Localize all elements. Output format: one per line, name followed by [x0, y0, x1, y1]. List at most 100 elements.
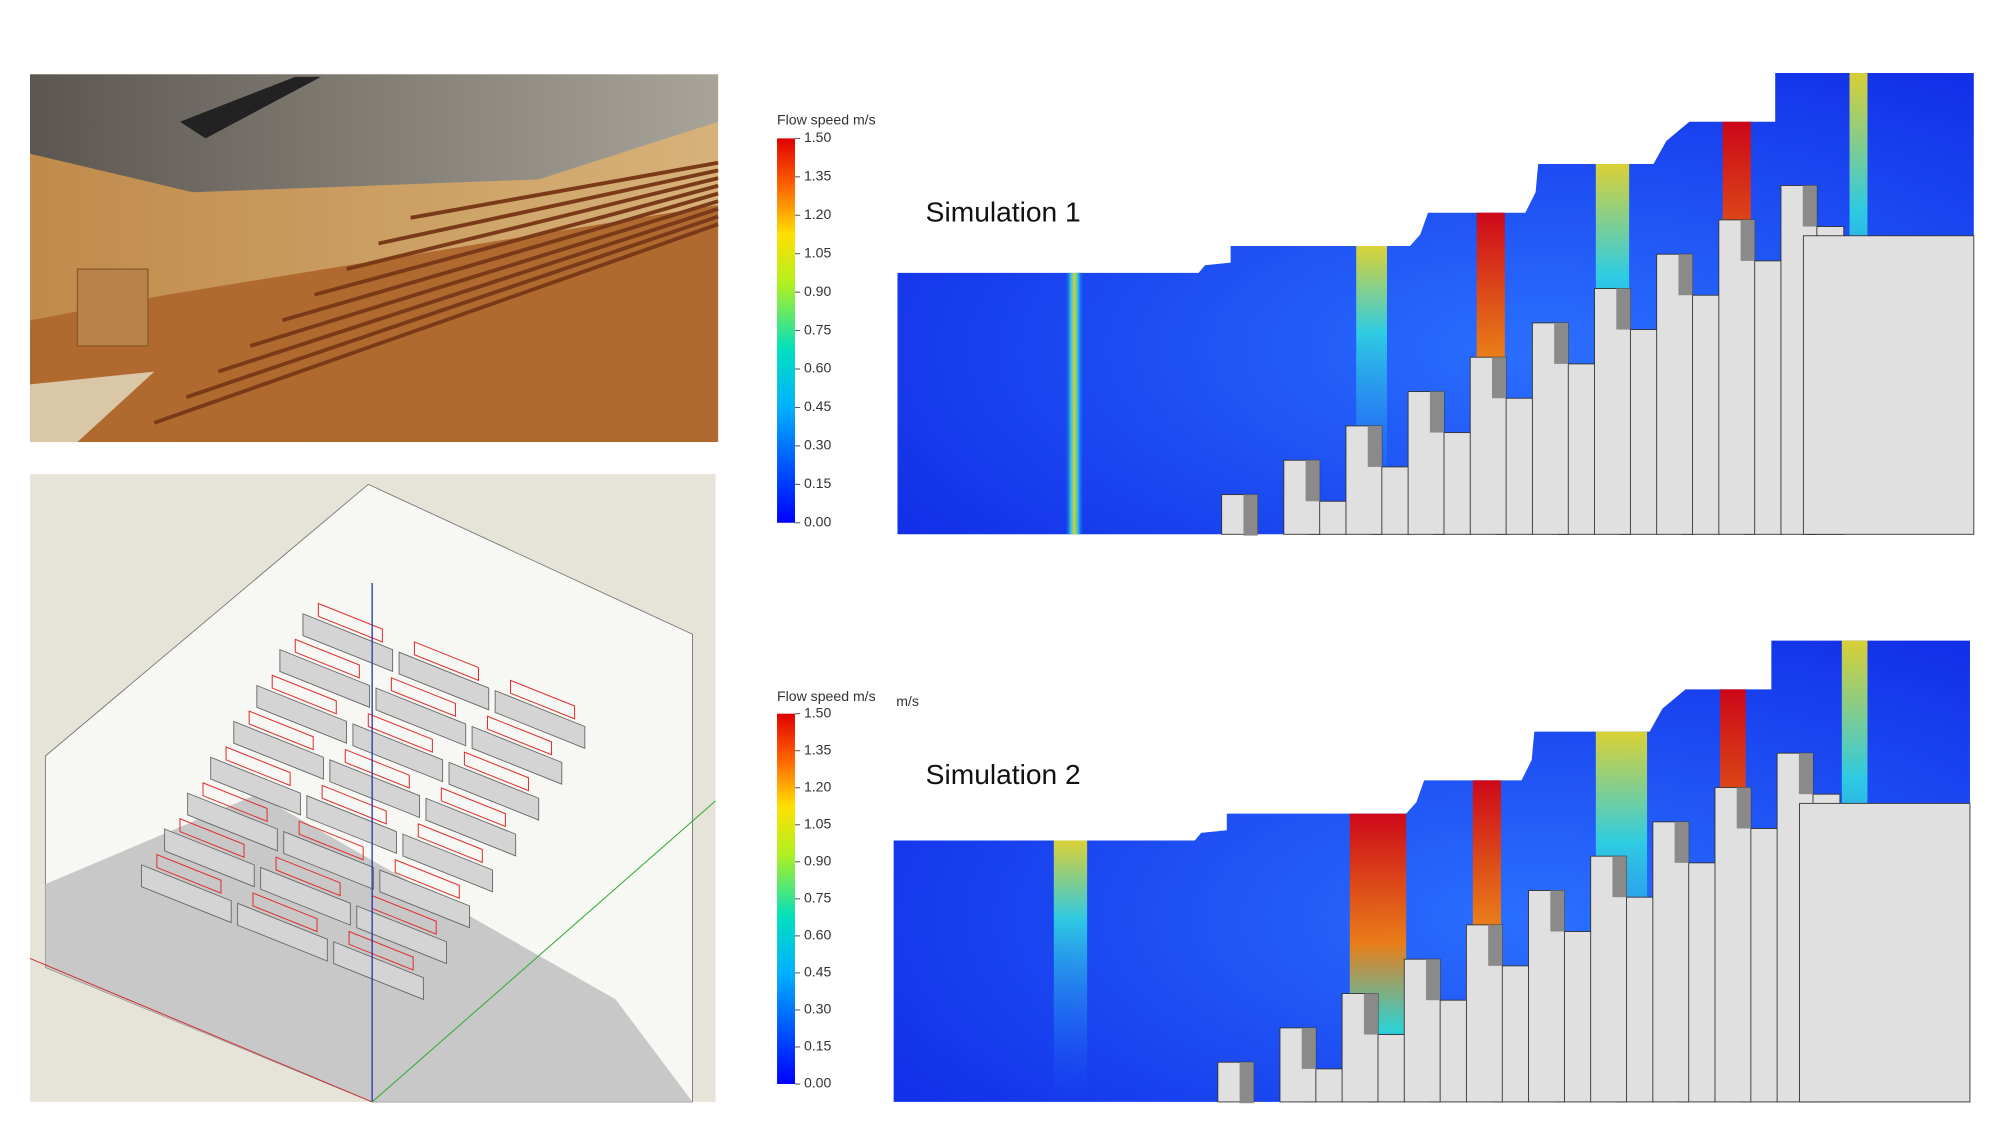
- bench: [141, 864, 232, 924]
- colorbar-tick-label: 0.60: [804, 360, 832, 376]
- seat-row: [410, 160, 719, 220]
- seat-outline: [271, 674, 337, 715]
- step-back: [1550, 890, 1565, 932]
- seat-row: [378, 168, 719, 246]
- seat-outline: [225, 746, 291, 787]
- step-seat: [1718, 219, 1756, 535]
- colorbar-tick-label: 0.60: [804, 927, 832, 943]
- colorbar-tick-label: 0.30: [804, 1001, 832, 1017]
- seat-outline: [321, 784, 387, 825]
- step-back: [1798, 753, 1813, 795]
- colorbar-tick-label: 1.05: [804, 244, 832, 260]
- seat-outline: [394, 859, 460, 899]
- bench: [164, 828, 255, 888]
- bench: [333, 941, 424, 1001]
- bench: [302, 613, 394, 673]
- bench: [352, 723, 444, 783]
- colorbar-ramp: [777, 713, 795, 1084]
- step-back: [1554, 322, 1569, 364]
- stage-block: [1799, 802, 1971, 1103]
- colorbar-tick-label: 0.45: [804, 398, 832, 414]
- bench: [448, 761, 540, 821]
- colorbar-tick-label: 0.15: [804, 475, 832, 491]
- colorbar-tick-label: 1.35: [804, 741, 832, 757]
- seat-outline: [202, 782, 268, 823]
- bench: [471, 725, 563, 785]
- step-back: [1736, 787, 1751, 829]
- bench: [398, 651, 490, 711]
- seat-outline: [275, 856, 341, 897]
- panel-label: Simulation 1: [926, 196, 1081, 228]
- bench: [402, 833, 494, 893]
- colorbar-tick-label: 0.45: [804, 964, 832, 980]
- seat-outline: [348, 930, 414, 971]
- step-back: [1492, 357, 1507, 399]
- colorbar-tick-label: 1.20: [804, 778, 832, 794]
- colorbar-ramp: [777, 138, 795, 523]
- bench: [256, 684, 347, 744]
- colorbar: Flow speed m/s m/s 1.50 1.35 1.20 1.05 0.90 0…: [777, 688, 919, 1091]
- seat-row: [346, 176, 719, 271]
- seat-outline: [248, 710, 314, 751]
- bench: [494, 689, 586, 749]
- colorbar-title: Flow speed m/s: [777, 111, 876, 127]
- step-back: [1612, 856, 1627, 898]
- colorbar-tick-label: 0.30: [804, 437, 832, 453]
- seat-row: [313, 183, 719, 297]
- step-back: [1426, 959, 1441, 1001]
- colorbar-tick-label: 1.20: [804, 206, 832, 222]
- colorbar-tick-label: 0.75: [804, 321, 832, 337]
- bench: [379, 869, 470, 929]
- colorbar-tick-label: 0.90: [804, 853, 832, 869]
- bench: [356, 905, 447, 965]
- seat-outline: [510, 679, 576, 720]
- seat-outline: [390, 677, 456, 718]
- seat-outline: [317, 602, 383, 643]
- step-back: [1740, 219, 1755, 261]
- seat-outline: [179, 818, 245, 858]
- step-seat: [1714, 787, 1752, 1103]
- panel-label: Simulation 2: [926, 758, 1081, 790]
- seat-row: [249, 199, 719, 348]
- seat-outline: [344, 748, 410, 789]
- model-3d: [29, 474, 716, 1103]
- colorbar-tick-label: 1.05: [804, 816, 832, 832]
- colorbar-tick-label: 1.50: [804, 704, 832, 720]
- air-jet: [1053, 840, 1088, 1102]
- seat-row: [281, 191, 719, 323]
- colorbar-unit: m/s: [896, 693, 919, 709]
- step-back: [1802, 185, 1817, 227]
- bench: [233, 720, 324, 780]
- colorbar-tick-label: 0.75: [804, 890, 832, 906]
- step-back: [1488, 924, 1503, 966]
- seat-outline: [417, 823, 483, 864]
- simulation-panel: [897, 73, 1975, 536]
- photo: [30, 74, 719, 443]
- step-back: [1616, 288, 1631, 330]
- step-back: [1674, 821, 1689, 863]
- colorbar-tick-label: 0.90: [804, 283, 832, 299]
- seat-outline: [367, 712, 433, 753]
- seat-outline: [294, 638, 360, 679]
- bench: [260, 866, 351, 926]
- step-back: [1305, 460, 1320, 502]
- seat-outline: [156, 853, 222, 894]
- step-seat: [1656, 253, 1694, 535]
- seat-outline: [413, 641, 480, 682]
- colorbar-tick-label: 1.50: [804, 129, 832, 145]
- seat-outline: [252, 892, 318, 933]
- air-jet: [1065, 272, 1084, 535]
- colorbar-tick-label: 0.15: [804, 1038, 832, 1054]
- step-back: [1367, 425, 1382, 467]
- seat-row: [185, 214, 719, 400]
- bench: [375, 687, 467, 747]
- bench: [187, 792, 278, 852]
- bench: [425, 797, 517, 857]
- seat-row: [217, 207, 719, 374]
- colorbar-title: Flow speed m/s: [777, 688, 876, 704]
- simulation-panel: [893, 640, 1971, 1104]
- stage-block: [1802, 235, 1975, 535]
- seat-outline: [440, 787, 506, 828]
